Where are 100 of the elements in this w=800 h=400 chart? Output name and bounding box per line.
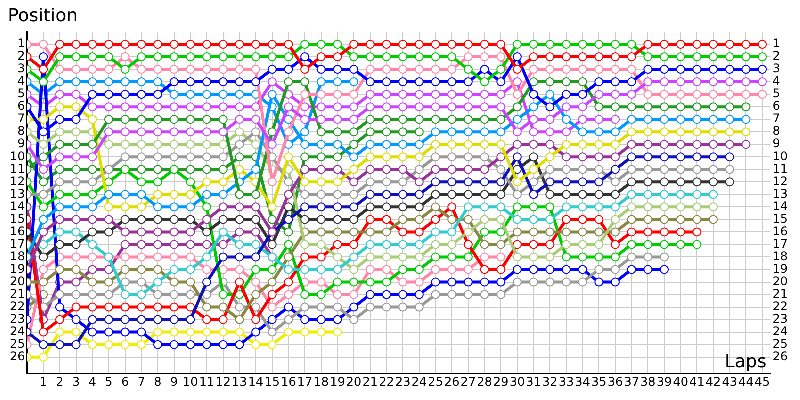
point xyxy=(153,278,162,287)
point xyxy=(529,165,538,174)
point xyxy=(676,202,686,212)
x-tick-label: 19 xyxy=(330,374,346,389)
point xyxy=(170,228,179,237)
point xyxy=(218,215,228,224)
point xyxy=(480,115,490,124)
point xyxy=(660,190,670,200)
point xyxy=(496,52,506,62)
point xyxy=(104,265,114,274)
point xyxy=(382,152,392,162)
point xyxy=(218,52,228,62)
point xyxy=(480,165,490,174)
y2-tick-label: 8 xyxy=(772,124,780,138)
point xyxy=(202,165,212,174)
point xyxy=(218,165,228,174)
x-tick-label: 3 xyxy=(72,374,80,389)
point xyxy=(431,102,440,112)
point xyxy=(414,102,424,112)
point xyxy=(39,328,48,337)
point xyxy=(546,128,555,137)
point xyxy=(529,240,538,250)
point xyxy=(496,265,506,274)
y2-tick-label: 16 xyxy=(772,224,788,238)
point xyxy=(464,215,473,224)
point xyxy=(758,40,768,50)
point xyxy=(55,52,64,62)
y2-tick-label: 2 xyxy=(772,49,780,64)
point xyxy=(186,228,196,237)
point xyxy=(611,240,620,250)
point xyxy=(268,302,277,312)
point xyxy=(611,228,620,237)
point xyxy=(350,315,359,324)
point xyxy=(202,65,212,74)
point xyxy=(235,90,244,100)
point xyxy=(644,78,653,87)
x-tick-label: 21 xyxy=(362,374,378,389)
point xyxy=(448,278,457,287)
point xyxy=(611,52,620,62)
point xyxy=(104,52,114,62)
point xyxy=(496,152,506,162)
point xyxy=(333,315,342,324)
y-tick-label: 19 xyxy=(10,262,26,276)
point xyxy=(594,265,604,274)
y2-tick-label: 1 xyxy=(772,36,780,51)
point xyxy=(480,252,490,262)
x-tick-label: 44 xyxy=(738,374,754,389)
point xyxy=(218,152,228,162)
point xyxy=(350,252,359,262)
point xyxy=(366,102,375,112)
point xyxy=(529,202,538,212)
y-tick-label: 22 xyxy=(10,299,26,314)
point xyxy=(382,265,392,274)
point xyxy=(578,115,588,124)
point xyxy=(316,178,326,187)
point xyxy=(480,65,490,74)
point xyxy=(464,128,473,137)
point xyxy=(268,278,277,287)
point xyxy=(72,152,81,162)
point xyxy=(496,240,506,250)
point xyxy=(218,90,228,100)
point xyxy=(137,202,146,212)
y2-tick-label: 25 xyxy=(772,336,788,351)
point xyxy=(316,315,326,324)
point xyxy=(448,202,457,212)
point xyxy=(39,78,48,87)
point xyxy=(366,115,375,124)
x-tick-label: 42 xyxy=(706,374,722,389)
point xyxy=(414,65,424,74)
y-tick-label: 18 xyxy=(10,249,26,264)
y-tick-label: 10 xyxy=(10,149,26,164)
point xyxy=(512,115,522,124)
point xyxy=(104,190,114,200)
x-tick-label: 7 xyxy=(138,374,146,389)
point xyxy=(448,140,457,150)
point xyxy=(611,40,620,50)
point xyxy=(594,215,604,224)
x-tick-label: 38 xyxy=(640,374,656,389)
y2-tick-label: 10 xyxy=(772,149,788,164)
point xyxy=(284,265,294,274)
point xyxy=(55,215,64,224)
point xyxy=(529,140,538,150)
point xyxy=(480,78,490,87)
point xyxy=(578,102,588,112)
point xyxy=(709,165,718,174)
point xyxy=(333,78,342,87)
point xyxy=(742,52,751,62)
point xyxy=(594,65,604,74)
point xyxy=(594,102,604,112)
point xyxy=(496,115,506,124)
y-tick-label: 20 xyxy=(10,274,26,288)
point xyxy=(676,128,686,137)
point xyxy=(55,140,64,150)
point xyxy=(284,328,294,337)
point xyxy=(39,252,48,262)
point xyxy=(137,40,146,50)
point xyxy=(137,102,146,112)
x-tick-label: 40 xyxy=(673,374,688,389)
point xyxy=(300,202,310,212)
point xyxy=(104,328,114,337)
